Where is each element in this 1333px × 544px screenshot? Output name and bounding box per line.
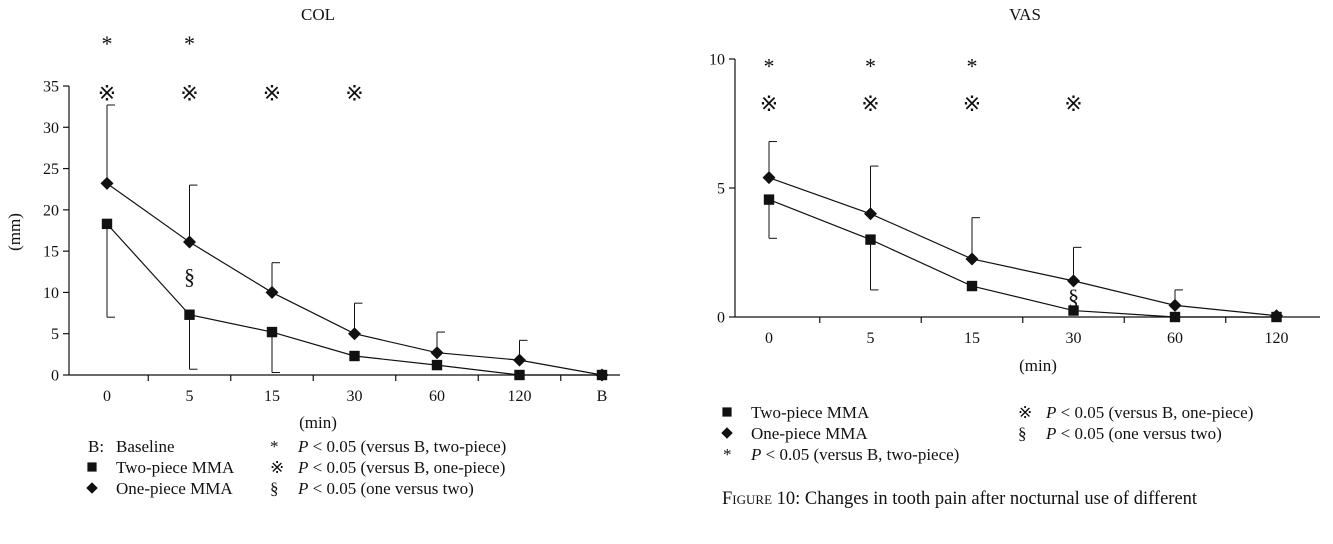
col-legend-right-2-symbol: §: [270, 479, 279, 498]
vas-title: VAS: [1009, 5, 1041, 24]
col-legend-right-0-symbol: *: [270, 437, 279, 456]
vas-x-tick-label: 0: [765, 330, 773, 347]
vas-sig-reference-mark: ※: [861, 91, 879, 116]
col-x-tick-label: 60: [429, 388, 445, 405]
vas-sig-section: §: [1068, 284, 1079, 309]
col-y-tick-label: 20: [43, 202, 59, 219]
col-point-two-piece: [349, 350, 360, 362]
col-x-axis-title: (min): [299, 413, 337, 432]
col-series-line-one-piece: [106, 182, 603, 376]
col-legend-right-2-label: P < 0.05 (one versus two): [297, 479, 474, 498]
col-point-two-piece: [184, 309, 195, 320]
col-legend-right-0-label: P < 0.05 (versus B, two-piece): [297, 437, 506, 456]
vas-point-one-piece: [1168, 298, 1182, 312]
vas-legend: Two-piece MMA One-piece MMA * P < 0.05 (ver…: [721, 403, 1253, 464]
vas-series-line-two-piece: [768, 199, 1277, 318]
vas-sig-reference-mark: ※: [963, 91, 981, 116]
col-x-tick-label: B: [597, 388, 608, 405]
figure-caption: Figure 10: Changes in tooth pain after n…: [722, 489, 1198, 509]
vas-y-tick-label: 0: [717, 310, 725, 327]
col-point-one-piece: [265, 285, 279, 299]
vas-legend-right-0-label: P < 0.05 (versus B, one-piece): [1045, 403, 1253, 422]
vas-sig-asterisk: *: [764, 53, 775, 78]
vas-point-one-piece: [1067, 274, 1080, 288]
col-sig-reference-mark: ※: [98, 81, 116, 106]
col-legend-right-1-symbol: ※: [270, 458, 284, 477]
vas-sig-asterisk: *: [865, 53, 876, 78]
vas-point-two-piece: [1068, 305, 1079, 316]
col-legend-left-1-marker: [87, 462, 97, 472]
vas-point-two-piece: [1169, 311, 1181, 323]
col-x-tick-label: 120: [508, 388, 532, 405]
col-sig-reference-mark: ※: [263, 81, 281, 106]
vas-x-axis-title: (min): [1019, 356, 1057, 375]
vas-x-tick-label: 30: [1066, 330, 1082, 347]
vas-sig-asterisk: *: [967, 53, 978, 78]
col-legend-right-1-label: P < 0.05 (versus B, one-piece): [297, 458, 505, 477]
vas-legend-left-1-marker: [721, 427, 733, 439]
col-y-tick-label: 30: [43, 120, 59, 137]
vas-legend-left-0-label: Two-piece MMA: [751, 403, 870, 422]
vas-point-one-piece: [762, 171, 776, 185]
vas-y-tick-label: 10: [709, 52, 725, 69]
vas-point-two-piece: [865, 234, 876, 245]
col-y-tick-label: 10: [43, 285, 59, 302]
vas-legend-left-1-label: One-piece MMA: [751, 424, 868, 443]
col-legend-left-0-symbol: B:: [88, 437, 104, 456]
col-y-axis-title: (mm): [5, 213, 24, 251]
vas-point-one-piece: [1270, 309, 1283, 323]
vas-point-one-piece: [965, 252, 979, 266]
col-sig-section: §: [184, 264, 195, 289]
col-point-one-piece: [513, 353, 526, 367]
vas-x-tick-label: 15: [964, 330, 980, 347]
col-x-tick-label: 30: [347, 388, 363, 405]
vas-point-two-piece: [763, 194, 775, 205]
col-x-tick-label: 0: [103, 388, 111, 405]
col-point-two-piece: [514, 369, 525, 381]
vas-legend-right-1-label: P < 0.05 (one versus two): [1045, 424, 1222, 443]
col-point-two-piece: [431, 359, 443, 371]
vas-x-tick-label: 5: [867, 330, 875, 347]
vas-point-two-piece: [966, 280, 978, 292]
vas-legend-right-0-symbol: ※: [1018, 403, 1032, 422]
vas-legend-right-1-symbol: §: [1018, 424, 1027, 443]
vas-x-tick-label: 120: [1265, 330, 1289, 347]
col-sig-asterisk: *: [184, 31, 195, 56]
vas-x-tick-label: 60: [1167, 330, 1183, 347]
col-x-tick-label: 5: [186, 388, 194, 405]
col-legend-left-2-label: One-piece MMA: [116, 479, 233, 498]
col-point-one-piece: [595, 368, 609, 382]
col-y-tick-label: 5: [51, 326, 59, 343]
col-legend-left-0-label: Baseline: [116, 437, 175, 456]
col-sig-asterisk: *: [102, 31, 113, 56]
col-y-tick-label: 15: [43, 244, 59, 261]
vas-sig-reference-mark: ※: [760, 91, 778, 116]
col-y-tick-label: 35: [43, 79, 59, 96]
vas-sig-reference-mark: ※: [1064, 91, 1082, 116]
vas-legend-left-2-symbol: *: [723, 445, 732, 464]
vas-series-line-one-piece: [768, 177, 1277, 317]
vas-point-one-piece: [864, 207, 877, 221]
vas-legend-left-0-marker: [722, 407, 732, 417]
col-point-one-piece: [183, 235, 196, 249]
col-point-one-piece: [348, 327, 361, 341]
vas-legend-left-2-label: P < 0.05 (versus B, two-piece): [750, 445, 959, 464]
col-point-one-piece: [100, 176, 114, 190]
col-point-two-piece: [101, 218, 113, 230]
col-legend-left-2-marker: [86, 482, 98, 494]
col-sig-reference-mark: ※: [345, 81, 363, 106]
vas-y-tick-label: 5: [717, 181, 725, 198]
col-legend-left-1-label: Two-piece MMA: [116, 458, 235, 477]
col-x-tick-label: 15: [264, 388, 280, 405]
col-y-tick-label: 0: [51, 368, 59, 385]
col-y-tick-label: 25: [43, 161, 59, 178]
col-chart: COL 0 5 10 15 20 25 30 35 0 5 15 30 60 120 B (min) (mm) * *…: [5, 5, 620, 498]
col-point-two-piece: [266, 326, 278, 338]
col-legend: B: Baseline Two-piece MMA One-piece MMA * P <…: [86, 437, 506, 498]
col-sig-reference-mark: ※: [180, 81, 198, 106]
col-title: COL: [301, 5, 335, 24]
col-point-one-piece: [430, 346, 444, 360]
